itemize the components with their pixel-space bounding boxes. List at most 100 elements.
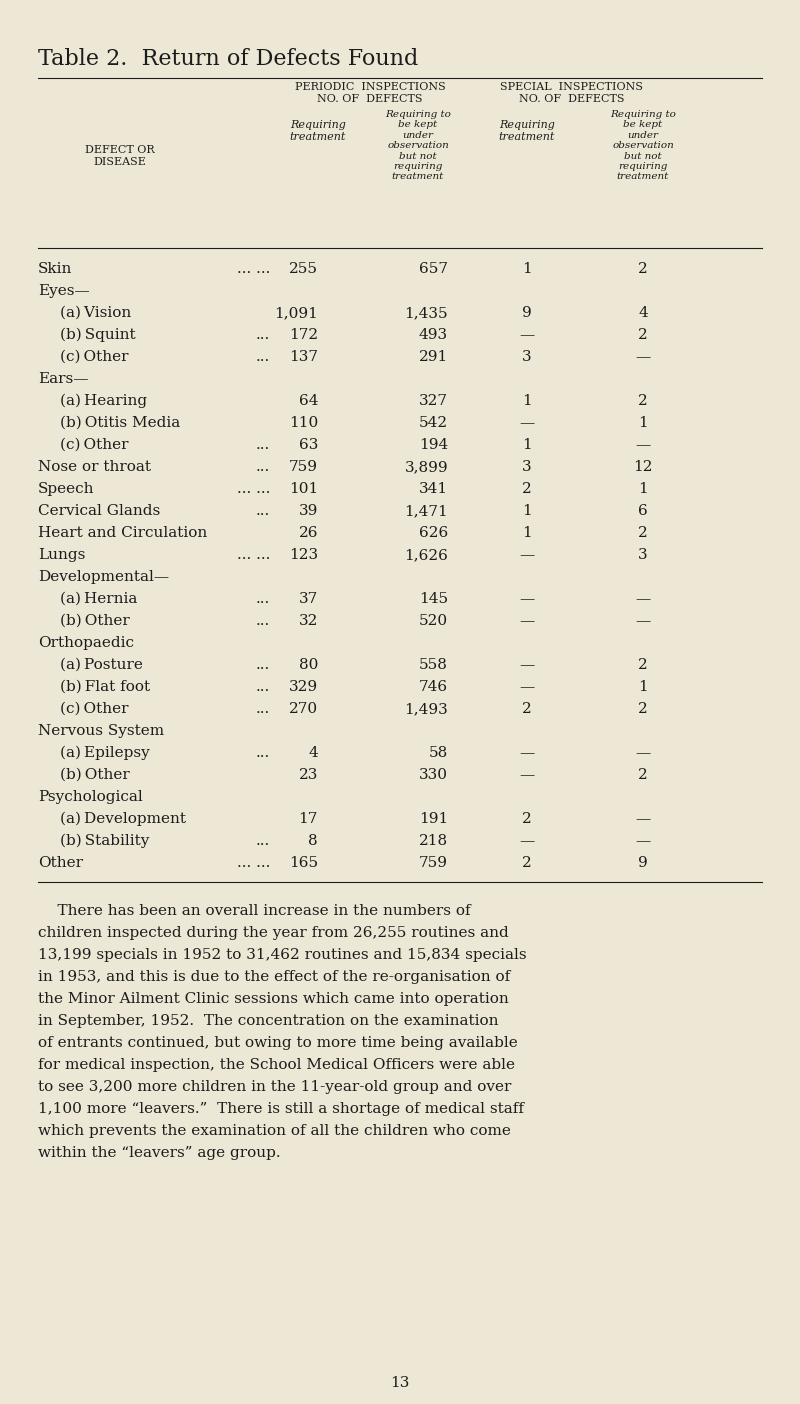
- Text: ... ...: ... ...: [237, 263, 270, 277]
- Text: —: —: [635, 812, 650, 826]
- Text: in September, 1952.  The concentration on the examination: in September, 1952. The concentration on…: [38, 1014, 498, 1028]
- Text: 657: 657: [419, 263, 448, 277]
- Text: 2: 2: [522, 856, 532, 870]
- Text: 1,471: 1,471: [404, 504, 448, 518]
- Text: 1: 1: [522, 395, 532, 409]
- Text: 4: 4: [638, 306, 648, 320]
- Text: ...: ...: [256, 461, 270, 475]
- Text: 2: 2: [522, 482, 532, 496]
- Text: 1: 1: [638, 416, 648, 430]
- Text: 9: 9: [638, 856, 648, 870]
- Text: PERIODIC  INSPECTIONS
NO. OF  DEFECTS: PERIODIC INSPECTIONS NO. OF DEFECTS: [294, 81, 446, 104]
- Text: ...: ...: [256, 329, 270, 343]
- Text: (a) Development: (a) Development: [60, 812, 186, 827]
- Text: —: —: [635, 614, 650, 628]
- Text: 329: 329: [289, 680, 318, 694]
- Text: —: —: [519, 680, 534, 694]
- Text: Speech: Speech: [38, 482, 94, 496]
- Text: (a) Posture: (a) Posture: [60, 658, 143, 673]
- Text: 1,100 more “leavers.”  There is still a shortage of medical staff: 1,100 more “leavers.” There is still a s…: [38, 1102, 524, 1116]
- Text: 123: 123: [289, 548, 318, 562]
- Text: —: —: [519, 658, 534, 673]
- Text: —: —: [635, 438, 650, 452]
- Text: 37: 37: [298, 592, 318, 607]
- Text: —: —: [635, 746, 650, 760]
- Text: ...: ...: [256, 746, 270, 760]
- Text: 270: 270: [289, 702, 318, 716]
- Text: 80: 80: [298, 658, 318, 673]
- Text: Lungs: Lungs: [38, 548, 86, 562]
- Text: 2: 2: [638, 658, 648, 673]
- Text: 520: 520: [419, 614, 448, 628]
- Text: for medical inspection, the School Medical Officers were able: for medical inspection, the School Medic…: [38, 1059, 515, 1073]
- Text: 2: 2: [638, 702, 648, 716]
- Text: DEFECT OR
DISEASE: DEFECT OR DISEASE: [85, 145, 155, 167]
- Text: Skin: Skin: [38, 263, 72, 277]
- Text: 2: 2: [638, 263, 648, 277]
- Text: ...: ...: [256, 438, 270, 452]
- Text: ...: ...: [256, 834, 270, 848]
- Text: 137: 137: [289, 350, 318, 364]
- Text: 63: 63: [298, 438, 318, 452]
- Text: Orthopaedic: Orthopaedic: [38, 636, 134, 650]
- Text: of entrants continued, but owing to more time being available: of entrants continued, but owing to more…: [38, 1036, 518, 1050]
- Text: 2: 2: [638, 395, 648, 409]
- Text: 8: 8: [308, 834, 318, 848]
- Text: 1: 1: [522, 504, 532, 518]
- Text: —: —: [519, 768, 534, 782]
- Text: —: —: [519, 614, 534, 628]
- Text: 13: 13: [390, 1376, 410, 1390]
- Text: within the “leavers” age group.: within the “leavers” age group.: [38, 1146, 281, 1160]
- Text: (a) Hernia: (a) Hernia: [60, 592, 138, 607]
- Text: the Minor Ailment Clinic sessions which came into operation: the Minor Ailment Clinic sessions which …: [38, 993, 509, 1007]
- Text: 3: 3: [522, 461, 532, 475]
- Text: SPECIAL  INSPECTIONS
NO. OF  DEFECTS: SPECIAL INSPECTIONS NO. OF DEFECTS: [501, 81, 643, 104]
- Text: 2: 2: [522, 702, 532, 716]
- Text: —: —: [519, 834, 534, 848]
- Text: —: —: [635, 350, 650, 364]
- Text: Requiring to
be kept
under
observation
but not
requiring
treatment: Requiring to be kept under observation b…: [610, 110, 676, 181]
- Text: (c) Other: (c) Other: [60, 350, 129, 364]
- Text: 2: 2: [638, 768, 648, 782]
- Text: 101: 101: [289, 482, 318, 496]
- Text: 558: 558: [419, 658, 448, 673]
- Text: (c) Other: (c) Other: [60, 702, 129, 716]
- Text: ...: ...: [256, 614, 270, 628]
- Text: 759: 759: [419, 856, 448, 870]
- Text: 218: 218: [419, 834, 448, 848]
- Text: 1,493: 1,493: [404, 702, 448, 716]
- Text: 26: 26: [298, 526, 318, 541]
- Text: 1: 1: [522, 526, 532, 541]
- Text: 4: 4: [308, 746, 318, 760]
- Text: (b) Flat foot: (b) Flat foot: [60, 680, 150, 694]
- Text: (b) Other: (b) Other: [60, 614, 130, 628]
- Text: 3,899: 3,899: [404, 461, 448, 475]
- Text: 291: 291: [418, 350, 448, 364]
- Text: Heart and Circulation: Heart and Circulation: [38, 526, 207, 541]
- Text: Ears—: Ears—: [38, 372, 89, 386]
- Text: Table 2.  Return of Defects Found: Table 2. Return of Defects Found: [38, 48, 418, 70]
- Text: —: —: [519, 416, 534, 430]
- Text: 13,199 specials in 1952 to 31,462 routines and 15,834 specials: 13,199 specials in 1952 to 31,462 routin…: [38, 948, 526, 962]
- Text: 9: 9: [522, 306, 532, 320]
- Text: —: —: [519, 746, 534, 760]
- Text: (a) Hearing: (a) Hearing: [60, 395, 147, 409]
- Text: 1: 1: [522, 438, 532, 452]
- Text: ...: ...: [256, 504, 270, 518]
- Text: children inspected during the year from 26,255 routines and: children inspected during the year from …: [38, 927, 509, 941]
- Text: 32: 32: [298, 614, 318, 628]
- Text: Nose or throat: Nose or throat: [38, 461, 151, 475]
- Text: to see 3,200 more children in the 11-year-old group and over: to see 3,200 more children in the 11-yea…: [38, 1080, 511, 1094]
- Text: ...: ...: [256, 680, 270, 694]
- Text: 17: 17: [298, 812, 318, 826]
- Text: ...: ...: [256, 702, 270, 716]
- Text: 341: 341: [419, 482, 448, 496]
- Text: 255: 255: [289, 263, 318, 277]
- Text: Nervous System: Nervous System: [38, 724, 164, 739]
- Text: ... ...: ... ...: [237, 548, 270, 562]
- Text: 1: 1: [522, 263, 532, 277]
- Text: (c) Other: (c) Other: [60, 438, 129, 452]
- Text: 1: 1: [638, 482, 648, 496]
- Text: 145: 145: [419, 592, 448, 607]
- Text: 3: 3: [638, 548, 648, 562]
